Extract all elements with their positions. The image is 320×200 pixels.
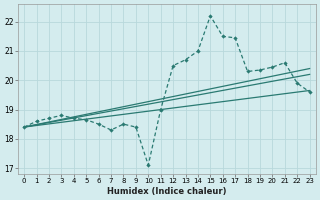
X-axis label: Humidex (Indice chaleur): Humidex (Indice chaleur) [107, 187, 227, 196]
